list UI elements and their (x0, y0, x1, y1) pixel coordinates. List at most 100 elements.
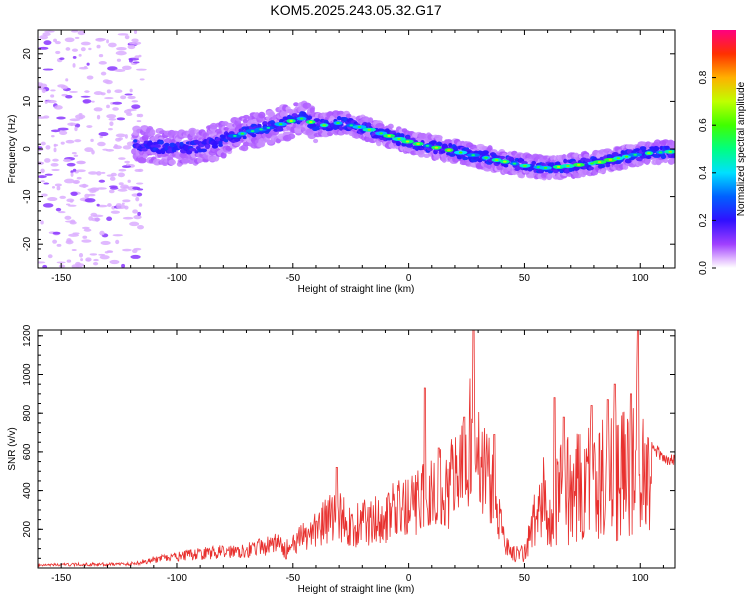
spectrogram-ridge-halo (353, 134, 360, 139)
spectrogram-noise-patch (117, 188, 128, 192)
spectrogram-ridge-halo (644, 158, 650, 165)
spectrogram-noise-patch (70, 172, 74, 177)
spectrogram-noise-patch (117, 172, 125, 178)
spectrogram-ridge-peak-center (484, 156, 488, 159)
spectrogram-x-tick-label: 100 (632, 273, 649, 284)
spectrogram-noise-patch (53, 38, 58, 43)
spectrogram-noise-patch (58, 211, 66, 214)
spectrogram-ridge-core (395, 141, 402, 147)
spectrogram-noise-patch (107, 203, 112, 207)
spectrogram-y-tick-label: -10 (22, 189, 33, 204)
spectrogram-ridge-peak-center (416, 142, 420, 145)
snr-x-tick-label: 50 (519, 573, 531, 584)
spectrogram-noise-patch (59, 130, 68, 135)
spectrogram-noise-patch (41, 193, 48, 197)
colorbar-tick-label: 0.8 (698, 70, 709, 84)
spectrogram-noise-patch (112, 101, 123, 105)
spectrogram-ridge-core (141, 148, 148, 152)
spectrogram-noise-patch (116, 58, 121, 62)
spectrogram-noise-patch (133, 214, 142, 220)
spectrogram-ridge-core (531, 160, 537, 165)
spectrogram-noise-patch (80, 95, 91, 98)
spectrogram-noise-patch (58, 264, 66, 268)
spectrogram-ridge-core (624, 158, 632, 164)
spectrogram-noise-patch (89, 253, 98, 256)
spectrogram-noise-patch (112, 234, 123, 237)
spectrogram-noise-patch (51, 185, 56, 189)
spectrogram-noise-patch (52, 239, 58, 244)
spectrogram-noise-patch (91, 149, 95, 155)
spectrogram-ridge-core (189, 147, 197, 152)
spectrogram-noise-patch (75, 261, 81, 267)
spectrogram-noise-patch (122, 216, 134, 220)
spectrogram-ridge-halo (137, 158, 147, 164)
spectrogram-noise-patch (127, 179, 131, 183)
spectrogram-noise-patch (43, 40, 52, 46)
spectrogram-noise-patch (131, 100, 139, 103)
spectrogram-ridge-halo (387, 123, 394, 130)
spectrogram-ridge-core (242, 135, 247, 140)
spectrogram-noise-patch (117, 33, 129, 36)
spectrogram-noise-patch (96, 203, 100, 207)
spectrogram-noise-patch (116, 203, 122, 207)
spectrogram-noise-patch (70, 191, 78, 197)
spectrogram-noise-patch (135, 196, 140, 202)
spectrogram-noise-patch (124, 93, 133, 96)
spectrogram-noise-patch (108, 189, 115, 194)
spectrogram-x-tick-label: -50 (286, 273, 301, 284)
spectrogram-noise-patch (90, 187, 100, 192)
spectrogram-ridge-peak-center (523, 164, 527, 167)
spectrogram-noise-patch (59, 57, 65, 61)
spectrogram-ridge-peak-center (616, 157, 621, 160)
spectrogram-x-tick-label: 0 (406, 273, 412, 284)
spectrogram-ridge-core (453, 146, 459, 151)
spectrogram-ridge-halo (142, 153, 148, 159)
spectrogram-ridge-halo (149, 129, 156, 136)
spectrogram-noise-patch (118, 182, 124, 186)
spectrogram-ridge-peak-center (512, 162, 517, 165)
spectrogram-noise-patch (124, 109, 132, 114)
spectrogram-noise-patch (88, 171, 98, 175)
spectrogram-ridge-core (462, 156, 469, 161)
spectrogram-noise-patch (72, 55, 77, 59)
spectrogram-noise-patch (42, 264, 48, 268)
spectrogram-noise-patch (52, 231, 61, 235)
spectrogram-noise-patch (95, 38, 107, 41)
snr-x-tick-label: -50 (286, 573, 301, 584)
spectrogram-ridge-core (671, 153, 675, 159)
spectrogram-ridge-peak-center (494, 158, 499, 161)
spectrogram-noise-patch (57, 127, 69, 131)
spectrogram-noise-patch (134, 169, 142, 172)
spectrogram-noise-patch (116, 47, 127, 51)
spectrogram-ridge-peak-center (349, 124, 354, 127)
spectrogram-ridge-halo (168, 159, 176, 166)
spectrogram-noise-patch (99, 255, 110, 260)
spectrogram-ridge-core (449, 153, 456, 157)
spectrogram-noise-patch (106, 250, 112, 253)
spectrogram-noise-patch (38, 175, 47, 179)
spectrogram-noise-patch (80, 41, 91, 46)
spectrogram-noise-patch (109, 121, 114, 127)
spectrogram-ridge-peak-center (299, 117, 304, 120)
spectrogram-ridge-core (276, 126, 284, 132)
spectrogram-noise-patch (122, 199, 131, 203)
spectrogram-ridge-core (440, 150, 446, 154)
spectrogram-noise-patch (109, 186, 119, 190)
spectrogram-ridge-core (205, 144, 210, 150)
spectrogram-noise-patch (132, 61, 140, 64)
spectrogram-noise-patch (46, 99, 57, 104)
colorbar-gradient (712, 30, 736, 268)
spectrogram-noise-patch (51, 134, 55, 138)
spectrogram-heatmap (38, 30, 675, 268)
spectrogram-ridge-core (435, 141, 443, 147)
spectrogram-noise-patch (122, 248, 132, 252)
snr-frame (37, 329, 676, 569)
spectrogram-noise-patch (99, 135, 103, 139)
spectrogram-noise-patch (131, 38, 139, 43)
spectrogram-ridge-peak-center (608, 158, 613, 161)
spectrogram-noise-patch (68, 233, 80, 237)
spectrogram-ridge-core (194, 150, 199, 154)
spectrogram-noise-patch (122, 145, 132, 150)
spectrogram-noise-patch (82, 99, 92, 104)
spectrogram-noise-patch (114, 69, 126, 72)
